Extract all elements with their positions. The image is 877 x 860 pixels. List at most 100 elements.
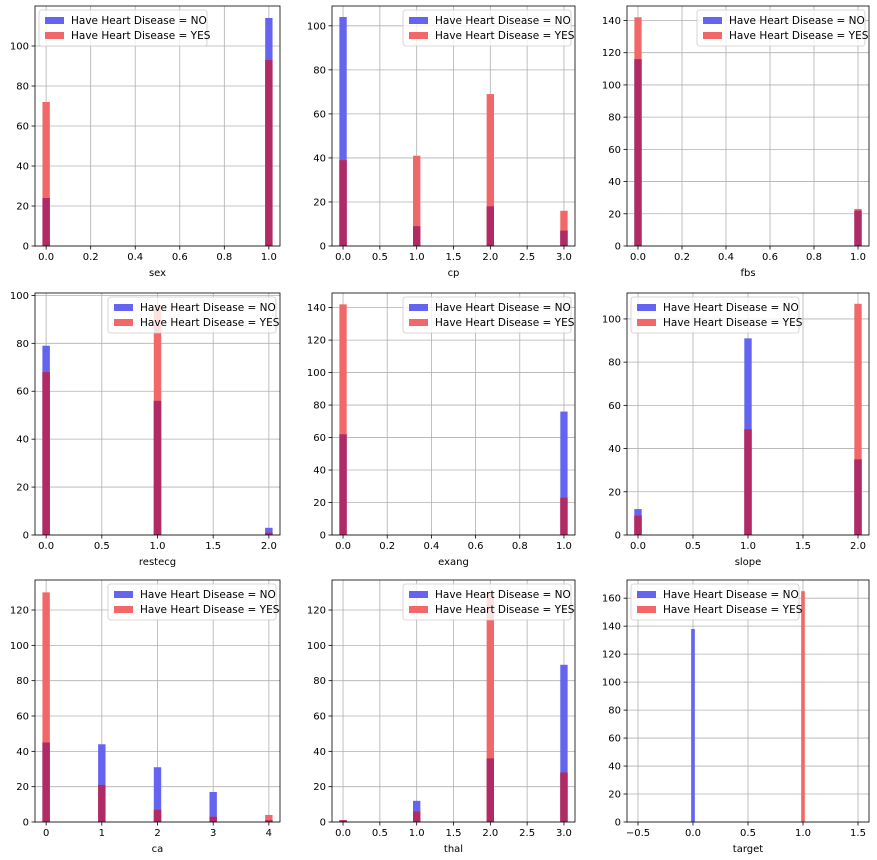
legend: Have Heart Disease = NO Have Heart Diseas… — [38, 9, 211, 47]
legend-swatch-no — [409, 304, 428, 311]
y-tick-label: 100 — [10, 641, 29, 652]
bar-overlap — [265, 532, 273, 535]
x-tick-label: 1.0 — [795, 828, 811, 839]
bar-overlap — [560, 230, 568, 246]
legend: Have Heart Disease = NO Have Heart Diseas… — [630, 296, 803, 334]
x-tick-label: 1.0 — [850, 252, 866, 263]
legend-swatch-yes — [637, 319, 656, 326]
bar-overlap — [634, 515, 642, 535]
legend: Have Heart Disease = NO Have Heart Diseas… — [107, 296, 280, 334]
legend-label-no: Have Heart Disease = NO — [435, 15, 571, 27]
subplot-slope: 0.0 0.5 1.0 1.5 2.0 0 20 40 60 80 100 slope Have Hea… — [602, 292, 870, 568]
y-tick-label: 0 — [320, 818, 326, 829]
x-tick-label: 0.0 — [335, 252, 351, 263]
subplot-target: −0.5 0.0 0.5 1.0 1.5 0 20 40 60 80 100 120 140 160 tar… — [602, 579, 870, 855]
x-tick-label: 2.0 — [482, 828, 498, 839]
x-axis-label: ca — [152, 844, 164, 855]
x-tick-label: 0.5 — [740, 828, 756, 839]
y-tick-label: 80 — [313, 65, 326, 76]
y-tick-label: 0 — [23, 531, 29, 542]
x-tick-label: 0.8 — [216, 252, 232, 263]
x-tick-label: 2.0 — [482, 252, 498, 263]
y-tick-label: 40 — [608, 762, 621, 773]
y-tick-label: 80 — [313, 401, 326, 412]
legend-swatch-no — [637, 304, 656, 311]
legend: Have Heart Disease = NO Have Heart Diseas… — [402, 296, 575, 334]
x-tick-label: 0.4 — [718, 252, 734, 263]
legend-swatch-no — [409, 17, 428, 24]
x-tick-label: 0.5 — [685, 541, 701, 552]
legend-label-no: Have Heart Disease = NO — [435, 589, 571, 601]
x-tick-label: 1.5 — [795, 541, 811, 552]
bar-no — [560, 664, 568, 822]
legend-box — [402, 296, 572, 334]
x-tick-label: 0.2 — [674, 252, 690, 263]
x-axis-label: cp — [448, 268, 460, 279]
y-tick-label: 40 — [608, 444, 621, 455]
y-tick-label: 80 — [608, 358, 621, 369]
bar-yes — [486, 94, 494, 246]
bar-overlap — [854, 459, 862, 535]
legend-box — [630, 296, 800, 334]
x-tick-label: 0.0 — [38, 252, 54, 263]
x-tick-label: 0.2 — [379, 541, 395, 552]
x-tick-label: 1.0 — [150, 541, 166, 552]
y-tick-label: 20 — [608, 487, 621, 498]
legend-label-yes: Have Heart Disease = YES — [140, 604, 280, 616]
legend-box — [38, 9, 208, 47]
legend-box — [402, 583, 572, 621]
bar-overlap — [339, 820, 347, 822]
y-tick-label: 40 — [16, 435, 29, 446]
legend-label-yes: Have Heart Disease = YES — [663, 604, 803, 616]
legend-label-yes: Have Heart Disease = YES — [663, 317, 803, 329]
y-tick-label: 20 — [313, 782, 326, 793]
bar-overlap — [42, 198, 50, 246]
legend-swatch-yes — [409, 319, 428, 326]
legend-label-yes: Have Heart Disease = YES — [435, 30, 575, 42]
y-tick-label: 100 — [10, 42, 29, 53]
y-tick-label: 20 — [608, 790, 621, 801]
legend-label-yes: Have Heart Disease = YES — [435, 317, 575, 329]
y-tick-label: 120 — [10, 606, 29, 617]
subplot-restecg: 0.0 0.5 1.0 1.5 2.0 0 20 40 60 80 100 restecg Have H… — [10, 291, 281, 568]
x-tick-label: 1.5 — [205, 541, 221, 552]
x-tick-label: 0.0 — [685, 828, 701, 839]
bar-yes — [560, 210, 568, 246]
x-tick-label: 1.0 — [740, 541, 756, 552]
x-tick-label: 1.0 — [556, 541, 572, 552]
y-tick-label: 20 — [16, 782, 29, 793]
x-tick-label: 0.0 — [335, 541, 351, 552]
x-tick-label: 2.5 — [519, 252, 535, 263]
plot-frame — [331, 292, 576, 536]
y-tick-label: 0 — [23, 818, 29, 829]
x-tick-label: 0.4 — [127, 252, 143, 263]
x-axis-label: exang — [438, 557, 469, 568]
bar-overlap — [560, 497, 568, 535]
y-tick-label: 100 — [307, 368, 326, 379]
y-tick-label: 140 — [307, 303, 326, 314]
legend-box — [107, 296, 277, 334]
legend-swatch-no — [45, 17, 64, 24]
bar-overlap — [413, 811, 421, 822]
y-tick-label: 0 — [615, 242, 621, 253]
legend-label-yes: Have Heart Disease = YES — [435, 604, 575, 616]
legend-swatch-no — [637, 591, 656, 598]
bar-overlap — [265, 820, 273, 822]
legend: Have Heart Disease = NO Have Heart Diseas… — [402, 9, 575, 47]
y-tick-label: 60 — [608, 401, 621, 412]
y-tick-label: 80 — [608, 113, 621, 124]
y-tick-label: 20 — [313, 197, 326, 208]
bar-overlap — [486, 758, 494, 822]
bar-yes — [42, 102, 50, 246]
x-axis-label: target — [733, 844, 763, 855]
y-tick-label: 80 — [16, 339, 29, 350]
y-tick-label: 60 — [608, 734, 621, 745]
y-tick-label: 20 — [313, 498, 326, 509]
x-tick-label: 0.6 — [172, 252, 188, 263]
x-tick-label: 1.5 — [850, 828, 866, 839]
x-tick-label: 0.2 — [83, 252, 99, 263]
x-tick-label: 0.6 — [468, 541, 484, 552]
x-tick-label: 1.5 — [446, 252, 462, 263]
x-tick-label: 0.5 — [372, 252, 388, 263]
